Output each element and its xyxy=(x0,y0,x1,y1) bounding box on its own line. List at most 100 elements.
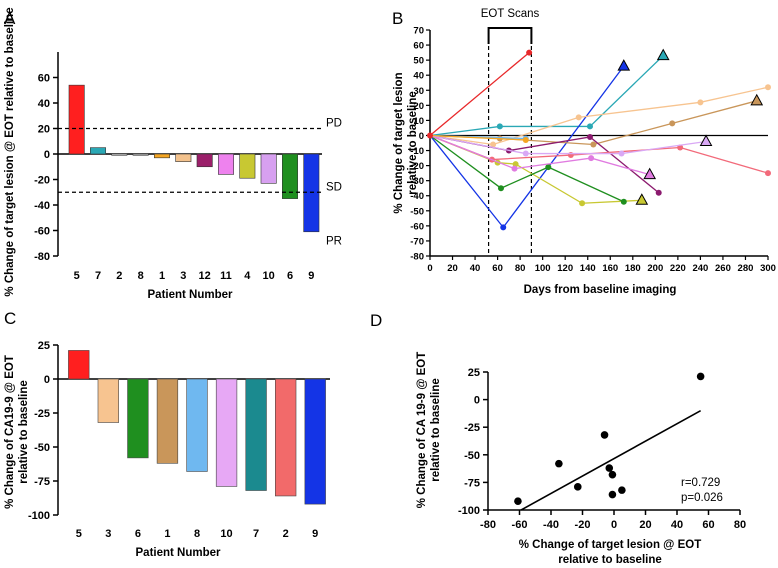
y-axis-title-line2: relative to baseline xyxy=(430,378,442,482)
x-tick-label: 8 xyxy=(194,528,200,540)
x-tick-label: 5 xyxy=(76,528,82,540)
x-tick-label: 20 xyxy=(447,263,458,274)
series-point xyxy=(496,123,503,130)
series-line-violet xyxy=(429,134,650,176)
y-tick-label: -100 xyxy=(28,510,50,522)
y-tick-label: -50 xyxy=(464,450,480,462)
series-line-pink xyxy=(429,134,769,174)
series-point xyxy=(669,120,676,127)
x-tick-label: 20 xyxy=(639,519,651,531)
y-tick-label: 0 xyxy=(474,395,480,407)
bar xyxy=(156,378,179,464)
x-tick-label: 0 xyxy=(427,263,432,274)
panel-label-d: D xyxy=(370,311,382,330)
series-point xyxy=(765,170,771,177)
y-axis-title: % Change of CA 19-9 @ EOT xyxy=(416,352,428,508)
scatter-point xyxy=(514,497,522,505)
bar xyxy=(68,350,90,380)
x-tick-label: 80 xyxy=(734,519,746,531)
y-tick-label: -25 xyxy=(464,422,480,434)
x-axis-title: % Change of target lesion @ EOT xyxy=(519,539,701,551)
scatter-point xyxy=(555,459,563,468)
panel-label-c: C xyxy=(4,309,16,328)
x-tick-label: -40 xyxy=(543,519,559,531)
y-tick-label: -25 xyxy=(34,408,50,420)
y-tick-label: 25 xyxy=(38,340,50,352)
x-tick-label: 10 xyxy=(220,528,232,540)
x-tick-label: 7 xyxy=(253,528,259,540)
series-point xyxy=(655,189,662,196)
series-point xyxy=(511,165,518,172)
x-tick-label: 6 xyxy=(135,528,141,540)
bar xyxy=(154,153,170,159)
series-end-triangle xyxy=(750,93,764,106)
series-point xyxy=(588,155,595,162)
reference-label: PD xyxy=(326,118,342,130)
y-tick-label: -70 xyxy=(410,236,424,247)
reference-label: SD xyxy=(326,181,342,193)
y-axis-title: % Change of target lesion @ EOT relative… xyxy=(4,7,16,296)
bar xyxy=(90,147,106,155)
y-tick-label: -50 xyxy=(34,442,50,454)
y-tick-label: 30 xyxy=(413,86,424,97)
scatter-point xyxy=(600,431,609,439)
bar xyxy=(218,153,234,175)
x-tick-label: 140 xyxy=(580,263,596,274)
scatter-point xyxy=(605,464,614,472)
series-end-triangle xyxy=(699,134,713,146)
y-tick-label: -75 xyxy=(464,477,480,489)
x-tick-label: 260 xyxy=(715,263,731,274)
y-tick-label: 60 xyxy=(413,41,424,52)
y-tick-label: -60 xyxy=(410,221,424,232)
y-tick-label: 0 xyxy=(419,131,424,142)
x-tick-label: 220 xyxy=(670,263,686,274)
x-tick-label: 9 xyxy=(308,270,314,282)
eot-scans-label: EOT Scans xyxy=(481,8,540,20)
x-tick-label: 9 xyxy=(312,528,318,540)
y-tick-label: -20 xyxy=(34,175,50,187)
bar xyxy=(245,378,267,491)
x-tick-label: 6 xyxy=(287,270,293,282)
panel-c-chart: 25 0 -25 -50 -75 -100 5 3 6 1 8 10 7 2 9 Patient Number… xyxy=(4,340,330,559)
series-point xyxy=(586,133,593,140)
bar xyxy=(132,153,149,156)
x-tick-label: 180 xyxy=(625,263,641,274)
x-tick-label: 5 xyxy=(74,270,80,282)
bar xyxy=(97,378,119,423)
series-end-triangle xyxy=(643,167,657,180)
bar xyxy=(175,153,192,162)
y-tick-label: 0 xyxy=(44,374,50,386)
y-tick-label: -100 xyxy=(458,505,480,517)
series-line-teal xyxy=(429,55,664,137)
x-tick-label: 11 xyxy=(220,270,232,282)
bar xyxy=(282,153,298,199)
x-tick-label: -20 xyxy=(575,519,591,531)
x-tick-label: 80 xyxy=(515,263,526,274)
x-tick-label: 40 xyxy=(470,263,481,274)
y-tick-label: -20 xyxy=(410,161,424,172)
y-tick-label: -80 xyxy=(34,251,50,263)
bar xyxy=(68,84,85,155)
series-end-triangle xyxy=(656,48,670,61)
y-tick-label: 40 xyxy=(38,98,50,110)
bar xyxy=(239,153,256,179)
x-tick-label: 12 xyxy=(199,270,211,282)
bar xyxy=(275,378,297,497)
series-point xyxy=(697,99,704,106)
series-point xyxy=(522,150,529,157)
y-tick-label: -30 xyxy=(410,176,424,187)
series-point xyxy=(579,200,586,207)
series-point xyxy=(490,141,497,148)
y-tick-label: 10 xyxy=(413,116,424,127)
bar xyxy=(186,378,208,472)
y-tick-label: 60 xyxy=(38,73,50,85)
series-point xyxy=(620,198,627,205)
bar xyxy=(111,153,128,156)
series-point xyxy=(497,185,504,192)
y-tick-label: 70 xyxy=(413,26,424,37)
x-tick-label: 2 xyxy=(116,270,122,282)
scatter-point xyxy=(608,490,617,499)
x-tick-label: 160 xyxy=(602,263,618,274)
x-tick-label: 100 xyxy=(535,263,551,274)
